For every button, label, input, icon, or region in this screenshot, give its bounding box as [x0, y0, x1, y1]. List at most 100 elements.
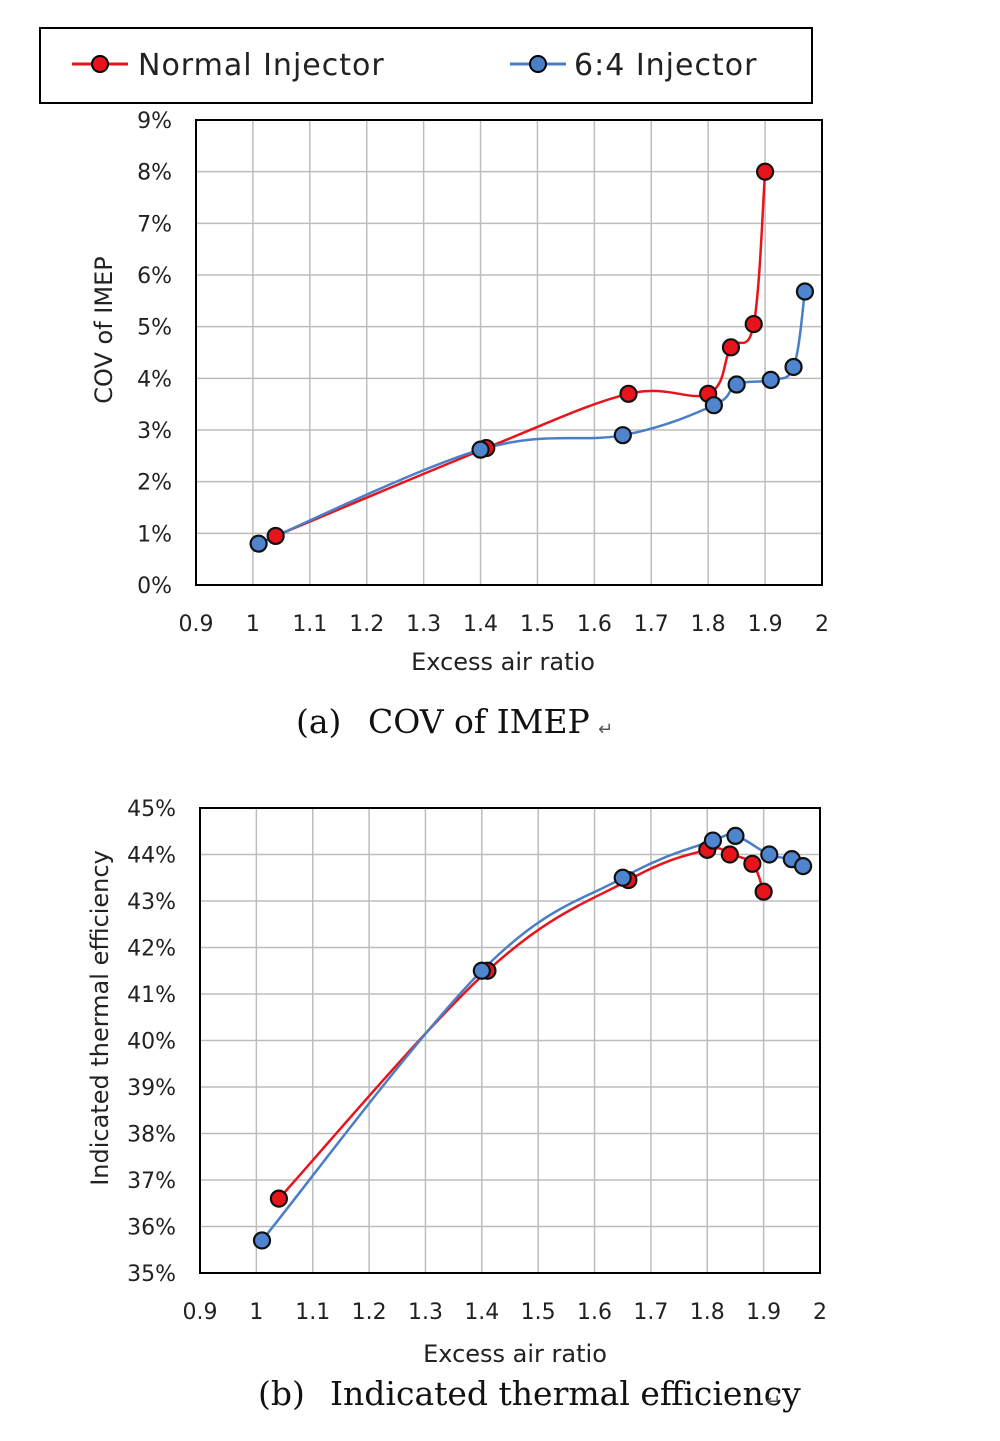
chart-b-x-tick-label: 1.4	[464, 1300, 499, 1325]
chart-b-x-axis-title: Excess air ratio	[423, 1340, 607, 1368]
chart-a-y-tick-label: 3%	[137, 419, 172, 444]
chart-a-caption-mark: ↵	[598, 719, 613, 740]
chart-b-point-six-four	[760, 845, 779, 864]
chart-b-series-line-six-four	[261, 833, 804, 1242]
chart-b-y-axis-title: Indicated thermal efficiency	[86, 850, 114, 1186]
chart-b-x-tick-label: 2	[813, 1300, 827, 1325]
chart-a-x-tick-label: 1.1	[292, 612, 327, 637]
chart-a-x-tick-label: 1	[246, 612, 260, 637]
chart-a-x-tick-label: 1.3	[406, 612, 441, 637]
chart-b-point-six-four	[613, 868, 632, 887]
chart-b-x-tick-label: 1.5	[521, 1300, 556, 1325]
chart-a-series-line-six-four	[258, 291, 807, 545]
legend-label-six-four: 6:4 Injector	[574, 48, 757, 83]
chart-a-point-six-four	[784, 357, 803, 377]
chart-b-point-normal	[754, 882, 773, 901]
chart-b-point-six-four	[793, 857, 813, 876]
chart-b-y-tick-label: 43%	[127, 890, 176, 915]
chart-a-point-six-four	[613, 426, 632, 445]
legend-item-normal: Normal Injector	[72, 48, 385, 83]
chart-b-series	[252, 826, 813, 1250]
chart-a-caption-text: COV of IMEP	[368, 702, 590, 741]
chart-b-caption-text: Indicated thermal efficiency	[330, 1374, 801, 1413]
chart-b-point-normal	[743, 854, 762, 873]
chart-b-caption-label: (b)	[258, 1374, 305, 1413]
chart-b-caption-mark: ↵	[766, 1391, 781, 1412]
chart-a-point-six-four	[704, 396, 723, 415]
chart-cov-imep: 0.9 1 1.1 1.2 1.3 1.4 1.5 1.6 1.7 1.8 1.9 2 0% 1% 2% 3…	[90, 109, 829, 741]
chart-a-x-tick-label: 2	[815, 612, 829, 637]
chart-a-caption-label: (a)	[296, 702, 341, 741]
chart-a-y-tick-label: 7%	[137, 212, 172, 237]
chart-b-y-tick-label: 42%	[127, 937, 176, 962]
chart-b-y-tick-label: 40%	[127, 1030, 176, 1055]
chart-b-x-tick-label: 1.6	[577, 1300, 612, 1325]
chart-a-series	[249, 162, 815, 553]
chart-a-x-tick-label: 1.5	[520, 612, 555, 637]
chart-b-y-ticks: 35% 36% 37% 38% 39% 40% 41% 42% 43% 44% 45%	[127, 797, 176, 1287]
chart-a-y-tick-label: 5%	[137, 316, 172, 341]
chart-b-x-tick-label: 1.7	[633, 1300, 668, 1325]
chart-b-y-tick-label: 37%	[127, 1169, 176, 1194]
chart-b-caption: (b) Indicated thermal efficiency ↵	[258, 1374, 801, 1413]
chart-a-y-tick-label: 2%	[137, 471, 172, 496]
chart-b-x-tick-label: 1	[249, 1300, 263, 1325]
legend-item-six-four: 6:4 Injector	[510, 48, 757, 83]
chart-b-x-tick-label: 1.8	[690, 1300, 725, 1325]
chart-a-plot-frame	[195, 119, 823, 586]
chart-a-point-six-four	[761, 370, 780, 389]
chart-b-x-tick-label: 0.9	[183, 1300, 218, 1325]
chart-b-x-tick-label: 1.3	[408, 1300, 443, 1325]
chart-thermal-efficiency: 0.9 1 1.1 1.2 1.3 1.4 1.5 1.6 1.7 1.8 1.9 2 35% 36% 3…	[86, 797, 827, 1413]
legend-swatch-marker-normal	[91, 55, 109, 73]
chart-b-point-six-four	[252, 1231, 272, 1250]
chart-b-point-six-four	[472, 961, 491, 980]
chart-a-x-tick-label: 1.7	[634, 612, 669, 637]
chart-a-point-normal	[619, 384, 638, 403]
chart-a-y-tick-label: 8%	[137, 161, 172, 186]
chart-b-y-tick-label: 45%	[127, 797, 176, 822]
chart-a-point-normal	[266, 526, 285, 546]
chart-b-y-tick-label: 35%	[127, 1262, 176, 1287]
chart-a-y-axis-title: COV of IMEP	[90, 256, 118, 403]
chart-a-y-tick-label: 0%	[137, 574, 172, 599]
chart-a-point-normal	[744, 314, 763, 334]
chart-b-x-tick-label: 1.9	[746, 1300, 781, 1325]
chart-b-y-tick-label: 36%	[127, 1216, 176, 1241]
chart-a-point-normal	[721, 338, 741, 357]
chart-a-point-six-four	[795, 282, 815, 301]
chart-a-y-ticks: 0% 1% 2% 3% 4% 5% 6% 7% 8% 9%	[137, 109, 172, 599]
chart-a-point-six-four	[249, 534, 268, 553]
chart-b-point-normal	[269, 1189, 289, 1208]
chart-a-grid	[196, 120, 822, 585]
legend-label-normal: Normal Injector	[138, 48, 385, 83]
chart-a-point-normal	[755, 162, 775, 181]
chart-b-x-tick-label: 1.1	[295, 1300, 330, 1325]
chart-b-y-tick-label: 44%	[127, 844, 176, 869]
chart-a-x-tick-label: 0.9	[179, 612, 214, 637]
chart-a-point-six-four	[727, 375, 746, 394]
chart-a-x-tick-label: 1.2	[349, 612, 384, 637]
chart-b-grid	[200, 808, 820, 1273]
chart-b-y-tick-label: 41%	[127, 983, 176, 1008]
chart-b-point-normal	[720, 845, 739, 864]
chart-b-point-six-four	[703, 831, 723, 850]
chart-a-x-tick-label: 1.4	[463, 612, 498, 637]
chart-b-x-ticks: 0.9 1 1.1 1.2 1.3 1.4 1.5 1.6 1.7 1.8 1.9 2	[183, 1300, 828, 1325]
legend-frame	[39, 27, 813, 104]
chart-b-x-tick-label: 1.2	[352, 1300, 387, 1325]
chart-a-caption: (a) COV of IMEP ↵	[296, 702, 613, 741]
chart-b-point-six-four	[726, 826, 745, 846]
chart-b-y-tick-label: 39%	[127, 1076, 176, 1101]
chart-a-x-tick-label: 1.9	[748, 612, 783, 637]
chart-b-plot-frame	[199, 807, 821, 1274]
chart-a-point-six-four	[471, 440, 490, 459]
chart-a-y-tick-label: 4%	[137, 367, 172, 392]
chart-a-x-axis-title: Excess air ratio	[411, 648, 595, 676]
chart-a-x-tick-label: 1.6	[577, 612, 612, 637]
legend-swatch-marker-six-four	[529, 55, 547, 73]
legend: Normal Injector 6:4 Injector	[39, 27, 813, 104]
chart-a-y-tick-label: 9%	[137, 109, 172, 134]
chart-a-x-tick-label: 1.8	[691, 612, 726, 637]
